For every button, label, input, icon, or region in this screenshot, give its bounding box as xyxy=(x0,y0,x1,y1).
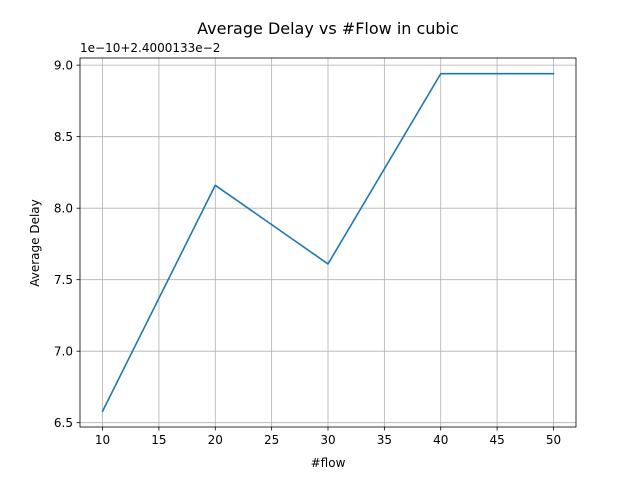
x-tick-label: 50 xyxy=(546,433,561,447)
grid xyxy=(80,58,576,427)
x-tick-label: 10 xyxy=(95,433,110,447)
y-tick-label: 9.0 xyxy=(54,58,73,72)
y-axis-label: Average Delay xyxy=(28,199,42,287)
x-tick-label: 35 xyxy=(377,433,392,447)
chart-title: Average Delay vs #Flow in cubic xyxy=(197,19,459,38)
x-tick-label: 40 xyxy=(433,433,448,447)
x-tick-label: 30 xyxy=(320,433,335,447)
series-layer xyxy=(101,72,555,413)
y-tick-label: 7.0 xyxy=(54,344,73,358)
x-tick-label: 20 xyxy=(208,433,223,447)
y-tick-label: 8.5 xyxy=(54,130,73,144)
y-tick-label: 8.0 xyxy=(54,201,73,215)
y-tick-label: 6.5 xyxy=(54,416,73,430)
y-tick-label: 7.5 xyxy=(54,273,73,287)
x-tick-label: 15 xyxy=(151,433,166,447)
ticks: 10 15 20 25 30 35 40 45 50 6.5 7.0 7.5 8.0 8.5 9.0 xyxy=(54,58,561,447)
x-tick-label: 25 xyxy=(264,433,279,447)
x-tick-label: 45 xyxy=(489,433,504,447)
x-axis-label: #flow xyxy=(311,456,346,470)
series-line xyxy=(101,72,555,413)
y-offset-label: 1e−10+2.4000133e−2 xyxy=(80,41,220,55)
